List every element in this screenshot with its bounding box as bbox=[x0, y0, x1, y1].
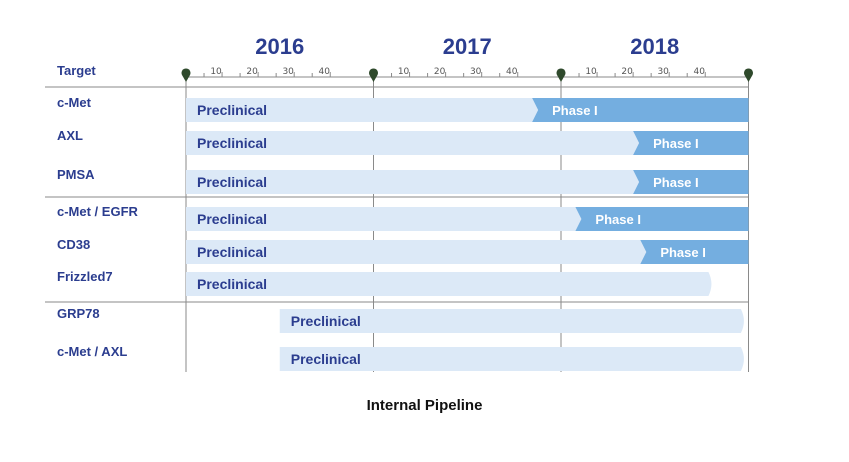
phase1-bar bbox=[640, 240, 749, 264]
phase1-bar bbox=[633, 170, 749, 194]
week-tick-label: 20 bbox=[434, 67, 446, 77]
preclinical-bar bbox=[186, 170, 644, 194]
target-column-header: Target bbox=[57, 63, 96, 78]
preclinical-bar bbox=[186, 272, 712, 296]
week-tick-label: 40 bbox=[319, 67, 331, 77]
year-label-2017: 2017 bbox=[443, 34, 492, 59]
preclinical-bar bbox=[279, 347, 744, 371]
preclinical-bar-label: Preclinical bbox=[197, 276, 267, 292]
year-label-2018: 2018 bbox=[630, 34, 679, 59]
target-label: GRP78 bbox=[57, 306, 100, 321]
week-tick-label: 30 bbox=[657, 67, 669, 77]
preclinical-bar-label: Preclinical bbox=[197, 211, 267, 227]
week-tick-label: 20 bbox=[621, 67, 633, 77]
phase1-bar-label: Phase I bbox=[660, 245, 706, 260]
phase1-bar bbox=[633, 131, 749, 155]
year-marker-icon bbox=[181, 68, 191, 82]
target-label: c-Met bbox=[57, 95, 92, 110]
phase1-bar bbox=[532, 98, 749, 122]
bars-layer: Preclinical Phase I Preclinical Phase I Prec… bbox=[186, 98, 749, 371]
year-label-2016: 2016 bbox=[255, 34, 304, 59]
preclinical-bar-label: Preclinical bbox=[197, 174, 267, 190]
target-labels-layer: c-Met AXL PMSA c-Met / EGFR CD38 Frizzled7 GRP… bbox=[57, 95, 139, 359]
preclinical-bar bbox=[186, 98, 543, 122]
preclinical-bar bbox=[186, 207, 586, 231]
week-tick-label: 20 bbox=[246, 67, 258, 77]
phase1-bar-label: Phase I bbox=[595, 212, 641, 227]
preclinical-bar bbox=[186, 131, 644, 155]
target-label: PMSA bbox=[57, 167, 95, 182]
year-marker-icon bbox=[369, 68, 378, 82]
week-tick-label: 10 bbox=[210, 67, 222, 77]
year-marker-icon bbox=[744, 68, 753, 82]
phase1-bar-label: Phase I bbox=[552, 103, 598, 118]
week-tick-label: 10 bbox=[585, 67, 597, 77]
week-tick-label: 40 bbox=[694, 67, 706, 77]
target-label: CD38 bbox=[57, 237, 90, 252]
week-tick-label: 30 bbox=[282, 67, 294, 77]
target-label: Frizzled7 bbox=[57, 269, 113, 284]
header-layer: Target 2016 2017 2018 10 20 30 40 10 20 30 40 10 20 3… bbox=[57, 34, 705, 78]
preclinical-bar-label: Preclinical bbox=[197, 102, 267, 118]
target-label: c-Met / AXL bbox=[57, 344, 127, 359]
preclinical-bar bbox=[279, 309, 744, 333]
preclinical-bar-label: Preclinical bbox=[291, 351, 361, 367]
week-tick-label: 40 bbox=[506, 67, 518, 77]
chart-caption: Internal Pipeline bbox=[366, 397, 483, 414]
week-tick-label: 10 bbox=[398, 67, 410, 77]
phase1-bar bbox=[575, 207, 749, 231]
preclinical-bar-label: Preclinical bbox=[197, 244, 267, 260]
phase1-bar-label: Phase I bbox=[653, 175, 699, 190]
target-label: AXL bbox=[57, 128, 83, 143]
year-marker-icon bbox=[556, 68, 566, 82]
preclinical-bar bbox=[186, 240, 651, 264]
week-tick-label: 30 bbox=[470, 67, 482, 77]
preclinical-bar-label: Preclinical bbox=[291, 313, 361, 329]
target-label: c-Met / EGFR bbox=[57, 204, 139, 219]
phase1-bar-label: Phase I bbox=[653, 136, 699, 151]
preclinical-bar-label: Preclinical bbox=[197, 135, 267, 151]
